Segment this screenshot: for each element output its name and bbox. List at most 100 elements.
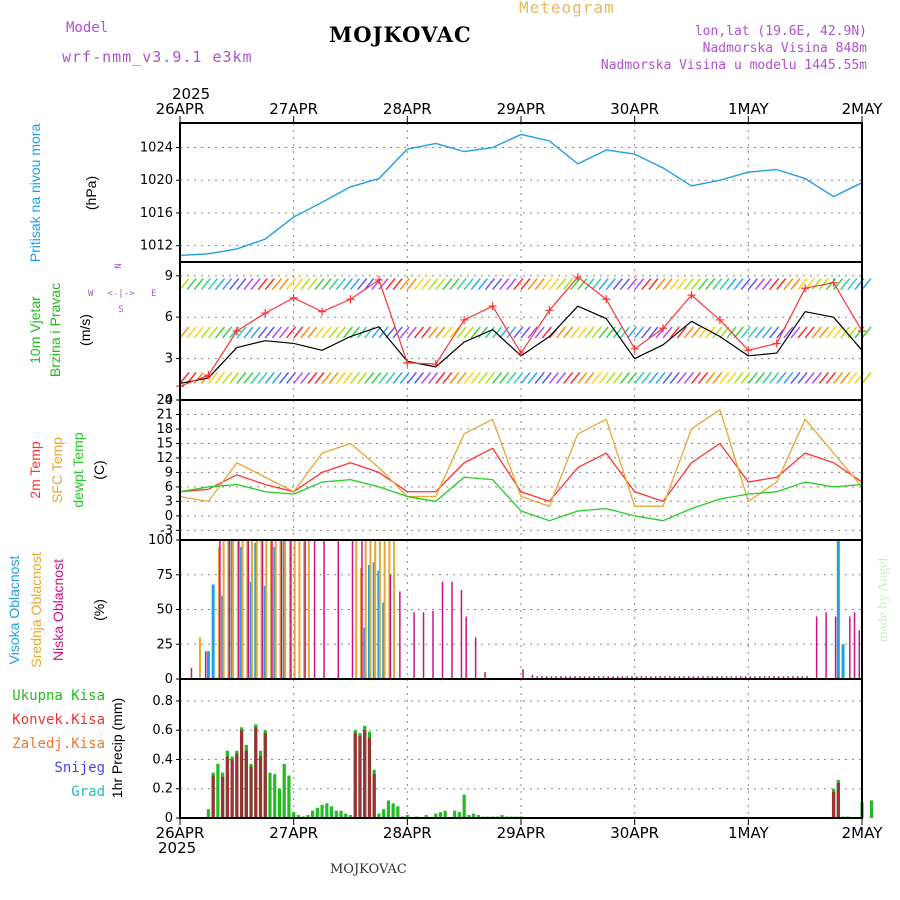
- wind-barb: [286, 326, 297, 339]
- ytick-temp: 24: [156, 393, 173, 408]
- wind-barb: [804, 371, 815, 384]
- wind-barb: [492, 278, 503, 291]
- precip-conv-bar: [358, 736, 362, 818]
- wind-barb: [399, 278, 410, 291]
- ytick-temp: 9: [165, 465, 173, 480]
- wind-barb: [840, 326, 851, 339]
- wind-speed-line: [179, 305, 863, 385]
- wind-barb: [442, 371, 453, 384]
- wind-ylabel-1: 10m Vjetar: [27, 296, 43, 364]
- precip-total-bar: [476, 815, 480, 818]
- precip-conv-bar: [235, 753, 239, 818]
- precip-total-bar: [311, 810, 315, 818]
- precip-conv-bar: [367, 737, 372, 818]
- wind-barb: [420, 371, 432, 384]
- precip-total-bar: [273, 774, 277, 818]
- wind-barb: [321, 326, 332, 339]
- wind-barb: [257, 371, 268, 384]
- wind-barb: [811, 278, 822, 291]
- wind-barb: [833, 326, 844, 339]
- precip-total-bar: [869, 800, 874, 818]
- wind-barb: [250, 371, 261, 384]
- wind-barb: [257, 326, 268, 339]
- wind-barb: [861, 371, 872, 384]
- wind-barb: [790, 326, 801, 339]
- xtick-bottom-label: 26APR: [156, 824, 205, 842]
- wind-barb: [307, 326, 318, 339]
- wind-barb: [385, 278, 396, 291]
- wind-barb: [534, 278, 545, 291]
- year-top: 2025: [172, 85, 210, 103]
- wind-barb: [435, 326, 446, 339]
- precip-conv-bar: [211, 775, 215, 818]
- wind-gust-marker: [318, 307, 327, 316]
- wind-barb: [293, 278, 304, 291]
- wind-barb: [214, 278, 226, 291]
- wind-barb: [698, 371, 709, 384]
- wind-barb: [754, 371, 765, 384]
- ytick-wind: 6: [165, 310, 173, 325]
- wind-barb: [747, 326, 758, 339]
- wind-barb: [669, 278, 680, 291]
- wind-barb: [627, 326, 638, 339]
- wind-barb: [243, 326, 254, 339]
- wind-barb: [186, 278, 197, 291]
- wind-barb: [527, 371, 538, 384]
- wind-barb: [484, 371, 496, 384]
- wind-gust-marker: [403, 358, 412, 367]
- wind-barb: [492, 326, 503, 339]
- wind-barb: [364, 371, 375, 384]
- wind-barb: [577, 278, 588, 291]
- wind-barb: [243, 371, 254, 384]
- panel-frame-pressure: [179, 122, 863, 263]
- precip-conv-bar: [230, 759, 234, 818]
- wind-barb: [584, 371, 595, 384]
- ytick-precip: 0.8: [152, 694, 173, 709]
- precip-total-bar: [334, 810, 338, 818]
- wind-barb: [662, 326, 673, 339]
- wind-barb: [300, 371, 311, 384]
- wind-barb: [584, 278, 595, 291]
- wind-barb: [570, 326, 581, 339]
- wind-barb: [690, 326, 702, 339]
- ytick-wind: 9: [165, 269, 173, 284]
- xtick-bottom-label: 27APR: [269, 824, 318, 842]
- precip-total-bar: [453, 810, 457, 818]
- model-value: wrf-nmm_v3.9.1 e3km: [62, 48, 253, 66]
- wind-barb: [328, 371, 339, 384]
- ytick-precip: 0: [165, 811, 173, 826]
- wind-barb: [598, 278, 609, 291]
- wind-gust-marker: [744, 346, 753, 355]
- wind-barb: [719, 371, 730, 384]
- wind-barb: [655, 371, 666, 384]
- xtick-top-label: 1MAY: [728, 100, 770, 118]
- wind-barb: [420, 278, 432, 291]
- precip-conv-bar: [353, 733, 357, 818]
- panel-frame-clouds: [179, 539, 863, 680]
- xtick-top-label: 28APR: [383, 100, 432, 118]
- wind-barb: [648, 371, 659, 384]
- wind-gust-marker: [573, 273, 582, 282]
- wind-barb: [811, 326, 822, 339]
- wind-barb: [733, 278, 744, 291]
- precip-total-bar: [344, 813, 348, 818]
- wind-barb: [641, 326, 652, 339]
- wind-barb: [271, 371, 282, 384]
- wind-barb: [527, 326, 538, 339]
- wind-barb: [733, 371, 744, 384]
- wind-barb: [705, 326, 716, 339]
- wind-barb: [307, 371, 318, 384]
- ytick-temp: 3: [165, 494, 173, 509]
- precip-conv-bar: [221, 777, 225, 818]
- wind-barb: [200, 278, 211, 291]
- ytick-temp: 21: [156, 407, 173, 422]
- wind-barb: [278, 371, 290, 384]
- wind-barb: [676, 371, 687, 384]
- wind-barb: [193, 371, 204, 384]
- wind-barb: [470, 278, 481, 291]
- wind-barb: [335, 278, 346, 291]
- ytick-precip: 0.2: [152, 782, 173, 797]
- wind-barb: [740, 326, 751, 339]
- wind-barb: [520, 278, 531, 291]
- wind-gust-marker: [829, 278, 838, 287]
